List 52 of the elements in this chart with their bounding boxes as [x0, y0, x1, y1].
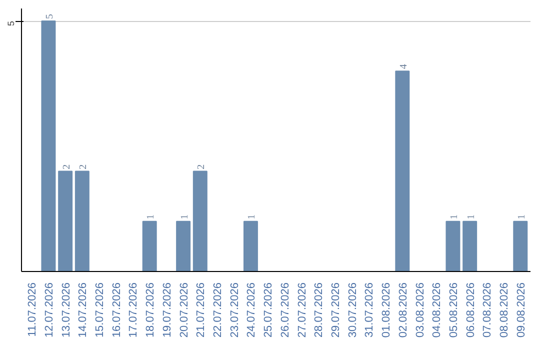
x-tick-label: 29.07.2026: [330, 282, 342, 338]
x-tick-label: 14.07.2026: [77, 282, 90, 338]
data-label: 1: [246, 214, 258, 220]
x-tick-label: 01.08.2026: [380, 282, 393, 338]
data-label: 2: [196, 164, 208, 170]
bar: [142, 220, 157, 272]
bar: [176, 220, 191, 272]
x-tick-label: 17.07.2026: [128, 282, 140, 338]
data-label: 2: [78, 164, 90, 170]
bar: [41, 20, 56, 272]
x-tick-label: 22.07.2026: [212, 282, 224, 338]
x-tick-label: 02.08.2026: [397, 282, 410, 338]
x-tick-label: 24.07.2026: [246, 282, 258, 338]
x-tick-label: 08.08.2026: [498, 282, 511, 338]
x-tick-label: 04.08.2026: [431, 282, 444, 338]
x-tick-label: 23.07.2026: [228, 282, 241, 338]
x-tick-label: 05.08.2026: [448, 282, 460, 338]
bar: [74, 170, 90, 272]
bar: [446, 220, 460, 272]
x-tick-label: 30.07.2026: [346, 282, 359, 338]
data-label: 1: [146, 214, 157, 220]
bar: [513, 220, 528, 272]
bar: [462, 220, 478, 272]
x-tick-label: 11.07.2026: [26, 282, 39, 337]
x-tick-label: 19.07.2026: [161, 282, 174, 338]
x-tick-label: 25.07.2026: [262, 282, 275, 338]
x-tick-label: 13.07.2026: [60, 282, 72, 338]
x-tick-label: 16.07.2026: [110, 282, 123, 338]
x-tick-label: 27.07.2026: [296, 282, 308, 338]
x-tick-label: 18.07.2026: [144, 282, 157, 338]
x-tick-label: 07.08.2026: [482, 282, 494, 338]
data-label: 1: [466, 214, 477, 220]
x-tick-label: 15.07.2026: [94, 282, 106, 338]
x-tick-label: 20.07.2026: [178, 282, 190, 338]
x-tick-label: 09.08.2026: [515, 282, 528, 338]
bar: [395, 70, 410, 272]
x-tick-label: 03.08.2026: [414, 282, 426, 338]
bar: [243, 220, 258, 272]
x-tick-label: 26.07.2026: [279, 282, 292, 338]
data-label: 1: [179, 214, 190, 220]
bar: [192, 170, 208, 272]
data-label: 5: [44, 14, 56, 20]
x-tick-label: 21.07.2026: [195, 282, 208, 338]
data-label: 4: [398, 64, 410, 70]
data-label: 1: [448, 214, 460, 220]
x-tick-label: 12.07.2026: [43, 282, 56, 338]
data-label: 2: [61, 164, 72, 170]
x-tick-label: 28.07.2026: [313, 282, 326, 338]
x-tick-label: 31.07.2026: [364, 282, 376, 338]
data-label: 1: [516, 214, 528, 220]
x-tick-label: 06.08.2026: [464, 282, 477, 338]
bar: [58, 170, 73, 272]
